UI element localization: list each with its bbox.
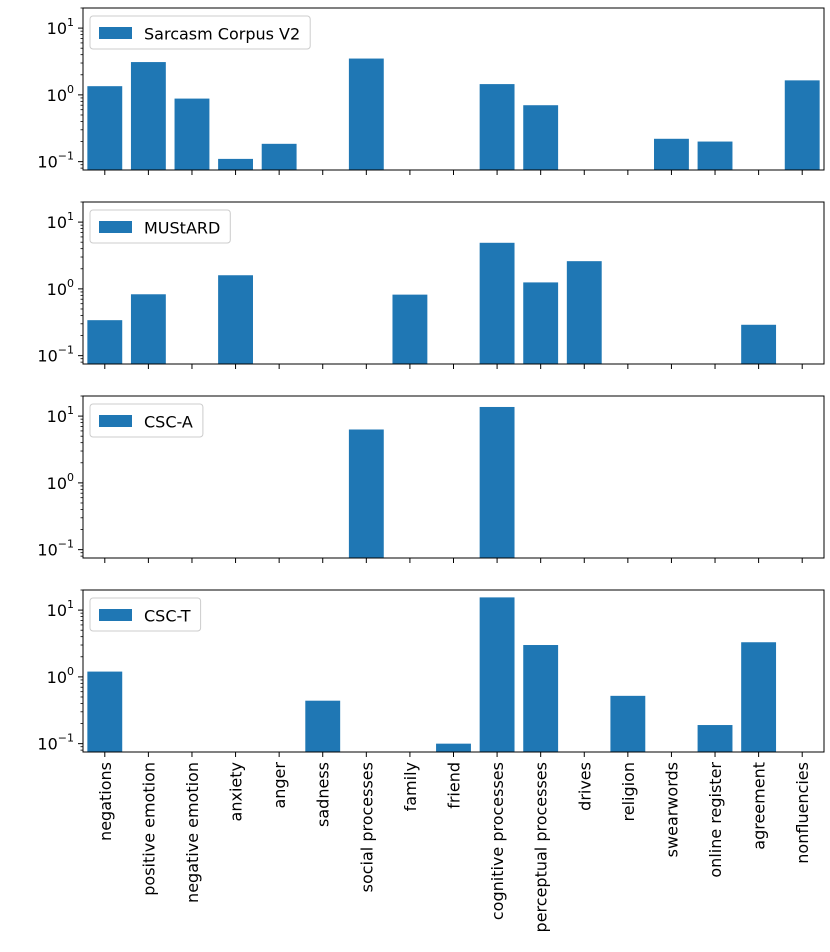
y-tick-label: 100 bbox=[47, 83, 74, 105]
bar-positive-emotion bbox=[130, 294, 166, 364]
bar-online-register bbox=[697, 141, 733, 170]
panel-2: 10−1 100 101 MUStARD bbox=[37, 201, 825, 369]
x-tick-label: agreement bbox=[750, 762, 769, 850]
x-tick-label: positive emotion bbox=[139, 762, 158, 896]
legend: MUStARD bbox=[89, 209, 231, 244]
bar-cognitive-processes bbox=[479, 84, 515, 170]
x-tick-label: anxiety bbox=[227, 762, 246, 821]
x-tick-label: anger bbox=[270, 762, 289, 809]
legend-swatch bbox=[99, 415, 132, 427]
bar-anger bbox=[261, 143, 297, 170]
y-tick-label: 10−1 bbox=[37, 538, 74, 560]
bar-agreement bbox=[741, 324, 777, 364]
legend-label: CSC-A bbox=[144, 413, 193, 432]
x-tick-label: perceptual processes bbox=[532, 762, 551, 932]
bar-drives bbox=[566, 261, 602, 364]
legend: CSC-A bbox=[89, 403, 204, 438]
bar-cognitive-processes bbox=[479, 597, 515, 752]
x-tick-label: friend bbox=[445, 762, 464, 809]
bar-online-register bbox=[697, 725, 733, 752]
axes-frame bbox=[82, 7, 825, 171]
legend: CSC-T bbox=[89, 597, 202, 632]
legend-label: MUStARD bbox=[144, 219, 220, 238]
y-tick-label: 101 bbox=[47, 16, 74, 38]
legend-label: Sarcasm Corpus V2 bbox=[144, 25, 300, 44]
legend-swatch bbox=[99, 609, 132, 621]
panel-3: 10−1 100 101 CSC-A bbox=[37, 395, 825, 563]
bar-anxiety bbox=[218, 158, 253, 170]
legend-swatch bbox=[99, 27, 132, 39]
bar-negations bbox=[87, 671, 123, 752]
bar-perceptual-processes bbox=[523, 105, 559, 170]
legend-swatch bbox=[99, 221, 132, 233]
axes-frame bbox=[82, 589, 825, 753]
y-tick-label: 100 bbox=[47, 665, 74, 687]
legend-box bbox=[89, 209, 231, 244]
axes-frame bbox=[82, 201, 825, 365]
legend-box bbox=[89, 403, 204, 438]
legend-box bbox=[89, 597, 202, 632]
x-tick-label: nonfluencies bbox=[793, 762, 812, 864]
x-tick-label: drives bbox=[575, 762, 594, 811]
bar-positive-emotion bbox=[130, 62, 166, 170]
y-tick-label: 100 bbox=[47, 471, 74, 493]
bar-agreement bbox=[741, 642, 777, 752]
axes-frame bbox=[82, 395, 825, 559]
bar-nonfluencies bbox=[784, 80, 820, 170]
y-tick-label: 10−1 bbox=[37, 344, 74, 366]
legend-box bbox=[89, 15, 311, 50]
y-tick-label: 101 bbox=[47, 210, 74, 232]
panel-4: 10−1 100 101 CSC-T bbox=[37, 589, 825, 757]
bar-perceptual-processes bbox=[523, 645, 559, 752]
panel-1: 10−1 100 101 Sarcasm Corpus V2 bbox=[37, 7, 825, 175]
y-tick-label: 10−1 bbox=[37, 150, 74, 172]
x-tick-label: cognitive processes bbox=[488, 762, 507, 920]
bar-negations bbox=[87, 320, 123, 364]
bar-friend bbox=[436, 743, 471, 752]
legend-label: CSC-T bbox=[144, 607, 191, 626]
y-tick-label: 101 bbox=[47, 404, 74, 426]
x-tick-label: swearwords bbox=[662, 762, 681, 857]
bar-sadness bbox=[305, 700, 341, 752]
bar-negative-emotion bbox=[174, 98, 210, 170]
y-tick-label: 10−1 bbox=[37, 732, 74, 754]
bar-anxiety bbox=[218, 275, 253, 364]
bar-cognitive-processes bbox=[479, 242, 515, 364]
bar-negations bbox=[87, 86, 123, 170]
x-tick-label: family bbox=[401, 762, 420, 811]
bar-swearwords bbox=[654, 138, 689, 170]
x-tick-label: sadness bbox=[314, 762, 333, 827]
y-tick-label: 100 bbox=[47, 277, 74, 299]
y-tick-label: 101 bbox=[47, 598, 74, 620]
x-tick-label: social processes bbox=[357, 762, 376, 892]
x-tick-label: religion bbox=[619, 762, 638, 822]
x-tick-label: negative emotion bbox=[183, 762, 202, 903]
x-tick-label: negations bbox=[96, 762, 115, 841]
bar-family bbox=[392, 294, 428, 364]
bar-religion bbox=[610, 695, 646, 752]
x-tick-label: online register bbox=[706, 762, 725, 878]
bar-perceptual-processes bbox=[523, 282, 559, 364]
bar-social-processes bbox=[348, 429, 384, 558]
legend: Sarcasm Corpus V2 bbox=[89, 15, 311, 50]
bar-cognitive-processes bbox=[479, 406, 515, 558]
bar-social-processes bbox=[348, 58, 384, 170]
